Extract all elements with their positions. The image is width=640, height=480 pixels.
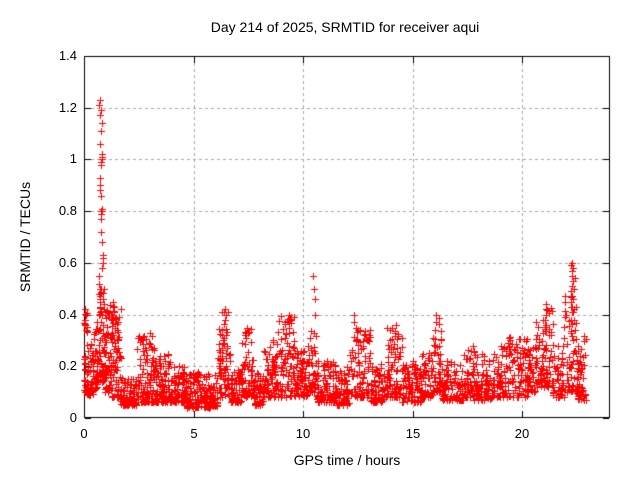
y-tick-label: 0	[69, 410, 77, 425]
y-tick-label: 1.4	[58, 48, 77, 63]
x-tick-label: 5	[190, 426, 198, 441]
y-axis-label: SRMTID / TECUs	[17, 181, 33, 293]
x-tick-label: 20	[514, 426, 530, 441]
x-axis-label: GPS time / hours	[293, 452, 401, 468]
chart-title: Day 214 of 2025, SRMTID for receiver aqu…	[210, 19, 480, 35]
y-tick-label: 0.6	[58, 255, 77, 270]
y-tick-label: 0.2	[58, 358, 77, 373]
y-tick-label: 0.4	[58, 307, 77, 322]
y-tick-label: 1.2	[58, 100, 77, 115]
y-tick-label: 0.8	[58, 203, 77, 218]
y-tick-label: 1	[69, 151, 77, 166]
x-tick-label: 10	[295, 426, 311, 441]
x-tick-label: 15	[405, 426, 421, 441]
x-tick-label: 0	[80, 426, 88, 441]
